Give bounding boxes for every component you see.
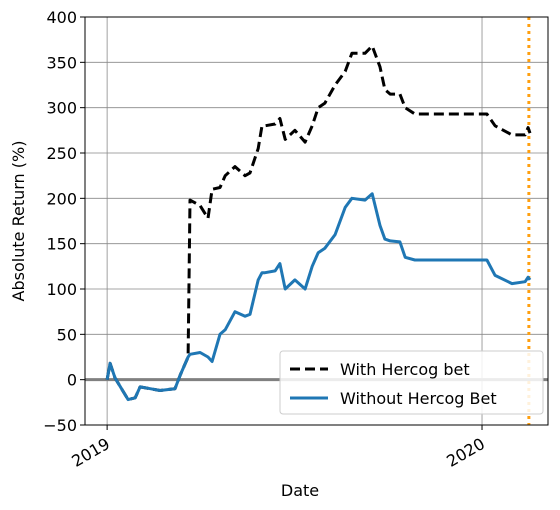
y-tick-label: 200 [46, 189, 77, 208]
legend-label: With Hercog bet [340, 360, 470, 379]
plot-frame [84, 16, 549, 426]
y-tick-label: 250 [46, 144, 77, 163]
legend-label: Without Hercog Bet [340, 389, 497, 408]
y-tick-label: 50 [57, 325, 77, 344]
y-tick-label: 0 [67, 371, 77, 390]
legend-box [279, 350, 544, 415]
y-tick-label: −50 [43, 416, 77, 435]
y-tick-label: 150 [46, 235, 77, 254]
y-axis-label: Absolute Return (%) [9, 141, 28, 302]
y-tick-label: 100 [46, 280, 77, 299]
x-tick-label: 2019 [68, 434, 113, 471]
x-axis-label: Date [281, 481, 319, 500]
y-tick-label: 350 [46, 53, 77, 72]
y-tick-label: 400 [46, 8, 77, 27]
x-tick-label: 2020 [443, 434, 488, 471]
y-tick-label: 300 [46, 99, 77, 118]
series-line [105, 192, 532, 402]
series-line [105, 44, 532, 402]
